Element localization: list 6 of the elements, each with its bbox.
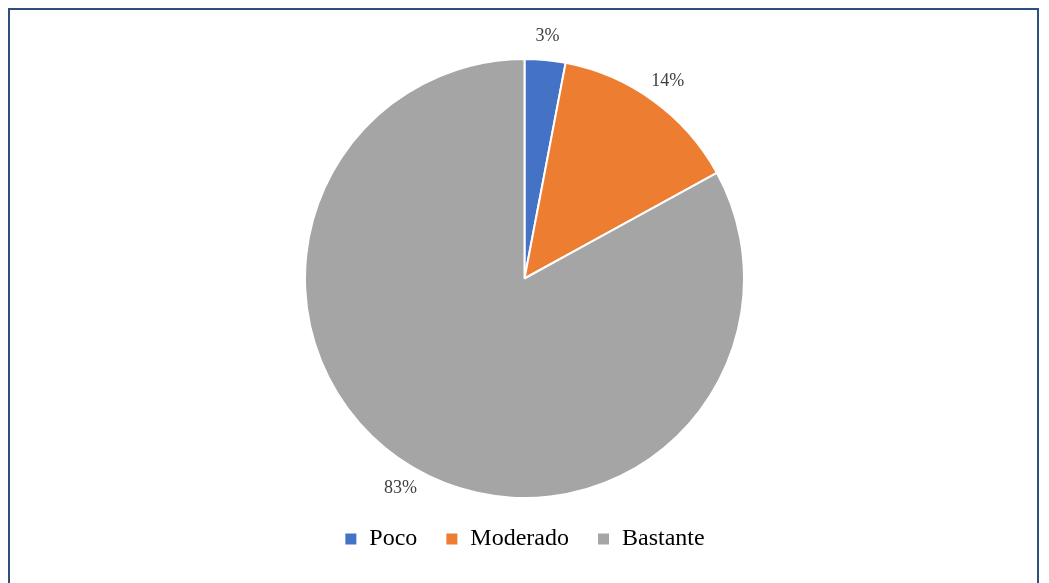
legend-label: Moderado xyxy=(470,524,569,551)
data-label: 83% xyxy=(383,476,417,497)
data-label: 3% xyxy=(535,24,560,45)
legend-label: Poco xyxy=(369,524,418,551)
legend-label: Bastante xyxy=(622,524,705,551)
data-label: 14% xyxy=(651,70,685,91)
